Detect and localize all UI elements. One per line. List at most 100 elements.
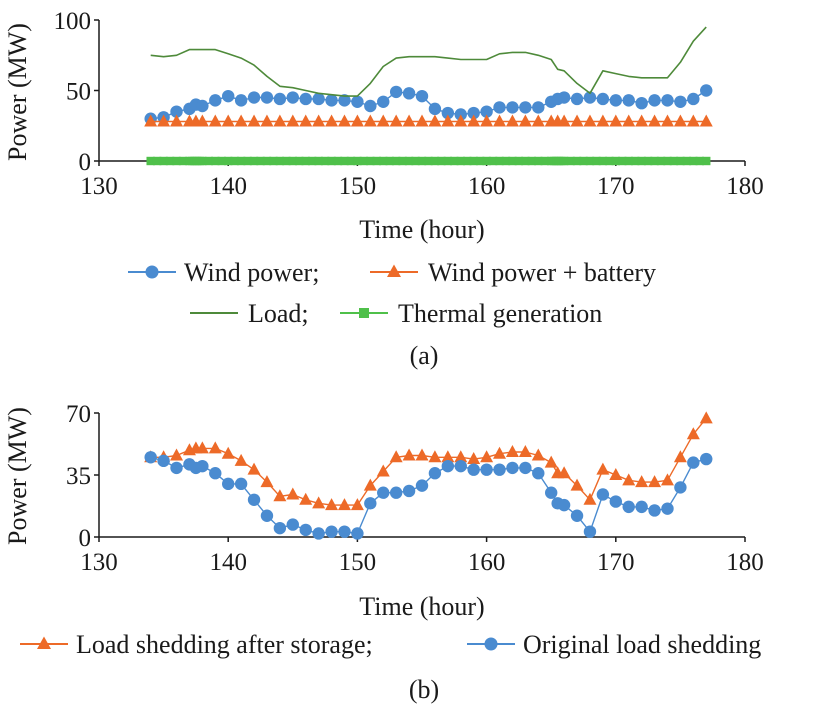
data-point-original-load-shedding: [234, 477, 248, 491]
data-point-thermal-generation: [301, 156, 310, 166]
panel-b-y-tick-label: 0: [79, 525, 92, 552]
data-point-wind-power: [570, 92, 584, 106]
data-point-wind-power: [609, 94, 622, 107]
data-point-original-load-shedding: [519, 461, 532, 475]
legend-load-label: Load;: [248, 299, 309, 328]
legend-original-load-shedding-label: Original load shedding: [523, 630, 761, 659]
data-point-original-load-shedding: [648, 504, 661, 517]
data-point-original-load-shedding: [325, 525, 338, 538]
legend-item-wind-power: Wind power;: [128, 258, 319, 287]
data-point-wind-power-battery: [325, 114, 339, 127]
data-point-wind-power-battery: [493, 114, 507, 127]
data-point-original-load-shedding: [596, 488, 610, 501]
data-point-thermal-generation: [204, 156, 214, 166]
data-point-load-shedding-after-storage: [286, 487, 300, 500]
data-point-wind-power-battery: [648, 114, 662, 127]
data-point-wind-power-battery: [557, 114, 571, 127]
data-point-wind-power: [247, 91, 261, 104]
data-point-wind-power-battery: [570, 114, 584, 127]
data-point-thermal-generation: [404, 156, 414, 166]
data-point-thermal-generation: [669, 156, 679, 166]
data-point-thermal-generation: [243, 156, 252, 166]
data-point-load-shedding-after-storage: [648, 475, 662, 488]
data-point-thermal-generation: [559, 156, 569, 166]
panel-b-series: [144, 411, 713, 540]
data-point-wind-power: [700, 84, 713, 97]
data-point-wind-power: [209, 94, 222, 107]
panel-a-x-tick-label: 180: [726, 173, 764, 200]
data-point-thermal-generation: [488, 156, 498, 166]
data-point-thermal-generation: [417, 156, 427, 166]
data-point-thermal-generation: [295, 156, 304, 166]
data-point-load-shedding-after-storage: [363, 478, 377, 491]
data-point-load-shedding-after-storage: [402, 448, 416, 461]
data-point-thermal-generation: [288, 156, 297, 166]
legend-item-load: Load;: [190, 299, 309, 328]
data-point-thermal-generation: [702, 156, 711, 166]
panel-a-y-tick-label: 100: [54, 8, 92, 35]
data-point-wind-power-battery: [635, 114, 649, 127]
data-point-thermal-generation: [682, 156, 692, 166]
panel-a-x-label: Time (hour): [359, 215, 484, 244]
data-point-wind-power-battery: [454, 114, 468, 127]
data-point-original-load-shedding: [570, 509, 584, 522]
data-point-thermal-generation: [630, 156, 640, 166]
data-point-thermal-generation: [663, 156, 672, 166]
data-point-thermal-generation: [624, 156, 633, 166]
data-point-wind-power: [312, 92, 325, 106]
panel-b-y-label: Power (MW): [3, 407, 32, 545]
panel-b-y-tick-label: 35: [66, 463, 91, 490]
data-point-load-shedding-after-storage: [467, 452, 481, 465]
data-point-thermal-generation: [165, 156, 175, 166]
data-point-wind-power: [480, 105, 493, 118]
data-point-original-load-shedding: [687, 456, 700, 469]
data-point-load-shedding-after-storage: [583, 492, 597, 505]
data-point-thermal-generation: [262, 156, 272, 166]
data-point-wind-power-battery: [402, 114, 416, 127]
panel-a-caption: (a): [410, 341, 439, 370]
panel-b-x-tick-label: 150: [339, 549, 377, 576]
legend-item-original-load-shedding: Original load shedding: [467, 630, 761, 659]
data-point-wind-power: [506, 101, 519, 114]
series-line-load: [150, 26, 707, 97]
data-point-wind-power: [583, 91, 597, 104]
data-point-load-shedding-after-storage: [195, 441, 209, 454]
data-point-thermal-generation: [152, 156, 162, 166]
data-point-wind-power-battery: [441, 114, 455, 127]
panel-a: 0 50 100 130 140 150 160 170 180 Time (hour) Po…: [3, 8, 764, 370]
data-point-thermal-generation: [463, 156, 472, 166]
data-point-load-shedding-after-storage: [699, 411, 713, 424]
panel-a-x-tick-label: 140: [209, 173, 247, 200]
panel-a-series: [144, 26, 713, 166]
data-point-original-load-shedding: [222, 477, 235, 491]
series-line-wind-power: [150, 89, 707, 120]
panel-a-x-tick-label: 160: [468, 173, 506, 200]
data-point-wind-power: [454, 108, 467, 121]
data-point-wind-power-battery: [467, 114, 481, 127]
data-point-original-load-shedding: [545, 486, 558, 499]
data-point-wind-power-battery: [389, 114, 403, 127]
data-point-thermal-generation: [566, 156, 575, 166]
data-point-original-load-shedding: [583, 525, 597, 538]
data-point-thermal-generation: [282, 156, 291, 166]
data-point-thermal-generation: [598, 156, 608, 166]
data-point-original-load-shedding: [299, 523, 312, 537]
data-point-wind-power-battery: [260, 114, 274, 127]
data-point-wind-power-battery: [622, 114, 636, 127]
data-point-load-shedding-after-storage: [505, 444, 519, 457]
data-point-original-load-shedding: [144, 451, 157, 464]
legend-wind-power-marker: [145, 265, 159, 279]
data-point-load-shedding-after-storage: [660, 473, 674, 486]
data-point-load-shedding-after-storage: [299, 492, 313, 505]
panel-b-caption: (b): [409, 675, 439, 704]
data-point-load-shedding-after-storage: [635, 475, 649, 488]
data-point-load-shedding-after-storage: [609, 468, 623, 480]
data-point-wind-power-battery: [428, 114, 442, 127]
data-point-original-load-shedding: [415, 479, 429, 492]
data-point-original-load-shedding: [157, 454, 170, 468]
data-point-load-shedding-after-storage: [480, 450, 494, 463]
data-point-thermal-generation: [379, 156, 388, 166]
legend-original-load-shedding-marker: [484, 637, 498, 651]
data-point-thermal-generation: [592, 156, 601, 166]
data-point-original-load-shedding: [506, 461, 519, 475]
